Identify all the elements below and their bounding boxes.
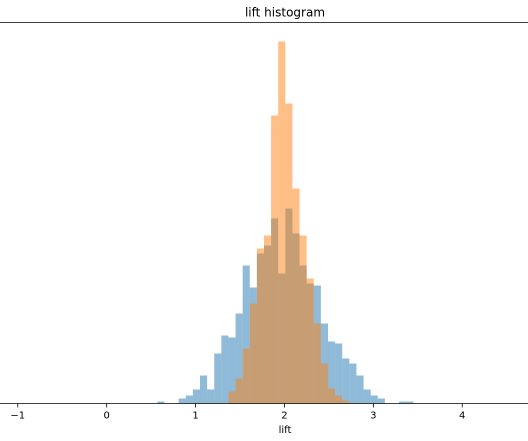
histogram-bar <box>207 389 215 404</box>
x-tick-label: 3 <box>370 411 376 422</box>
histogram-bar <box>242 348 250 404</box>
x-tick-label: 0 <box>103 411 109 422</box>
histogram-bar <box>157 401 165 404</box>
histogram-bar <box>349 363 357 404</box>
histogram-bar <box>292 188 300 404</box>
histogram-bar <box>185 395 193 404</box>
histogram-bar <box>399 401 407 404</box>
histogram-bar <box>335 343 343 404</box>
histogram-bar <box>192 389 200 404</box>
histogram-bar <box>370 395 378 404</box>
histogram-bar <box>335 395 343 404</box>
histogram-bar <box>328 341 336 404</box>
histogram-bar <box>342 400 350 404</box>
x-tick-label: −1 <box>10 411 25 422</box>
histogram-bar <box>299 235 307 404</box>
histogram-bar <box>271 115 279 404</box>
x-tick-label: 2 <box>281 411 287 422</box>
histogram-bar <box>249 303 257 404</box>
histogram-bar <box>363 389 371 404</box>
histogram-bar <box>228 391 236 404</box>
histogram-bar <box>242 265 250 404</box>
histogram-bar <box>306 278 314 404</box>
histogram-bar <box>356 375 364 404</box>
histogram-bar <box>313 323 321 404</box>
x-tick-label: 1 <box>192 411 198 422</box>
x-tick-label: 4 <box>459 411 465 422</box>
histogram-bar <box>178 398 186 404</box>
histogram-bar <box>221 335 229 404</box>
histogram-bar <box>377 398 385 404</box>
histogram-bar <box>328 388 336 404</box>
histogram-bar <box>200 375 208 404</box>
histogram-bar <box>285 103 293 404</box>
histogram-bar <box>342 358 350 404</box>
histogram-bar <box>278 41 286 404</box>
histogram-bar <box>320 363 328 404</box>
histogram-bar <box>235 378 243 404</box>
histogram-bar <box>256 248 264 404</box>
histogram-bar <box>235 313 243 404</box>
chart-title: lift histogram <box>245 6 325 20</box>
x-axis-label: lift <box>279 425 292 436</box>
histogram-bar <box>228 337 236 404</box>
histogram-bar <box>264 235 272 404</box>
histogram-bar <box>406 401 414 404</box>
histogram-bar <box>214 353 222 404</box>
plot-area <box>157 41 414 404</box>
